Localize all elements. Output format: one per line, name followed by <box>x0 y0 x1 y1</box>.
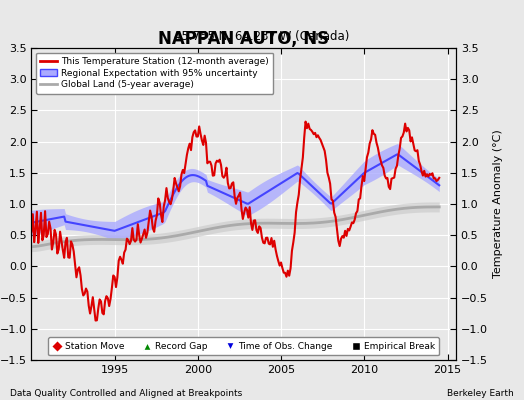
Text: 45.755 N, 64.237 W (Canada): 45.755 N, 64.237 W (Canada) <box>174 30 350 43</box>
Y-axis label: Temperature Anomaly (°C): Temperature Anomaly (°C) <box>493 130 503 278</box>
Text: Berkeley Earth: Berkeley Earth <box>447 389 514 398</box>
Text: Data Quality Controlled and Aligned at Breakpoints: Data Quality Controlled and Aligned at B… <box>10 389 243 398</box>
Title: NAPPAN AUTO, NS: NAPPAN AUTO, NS <box>158 30 329 48</box>
Legend: Station Move, Record Gap, Time of Obs. Change, Empirical Break: Station Move, Record Gap, Time of Obs. C… <box>48 338 439 356</box>
